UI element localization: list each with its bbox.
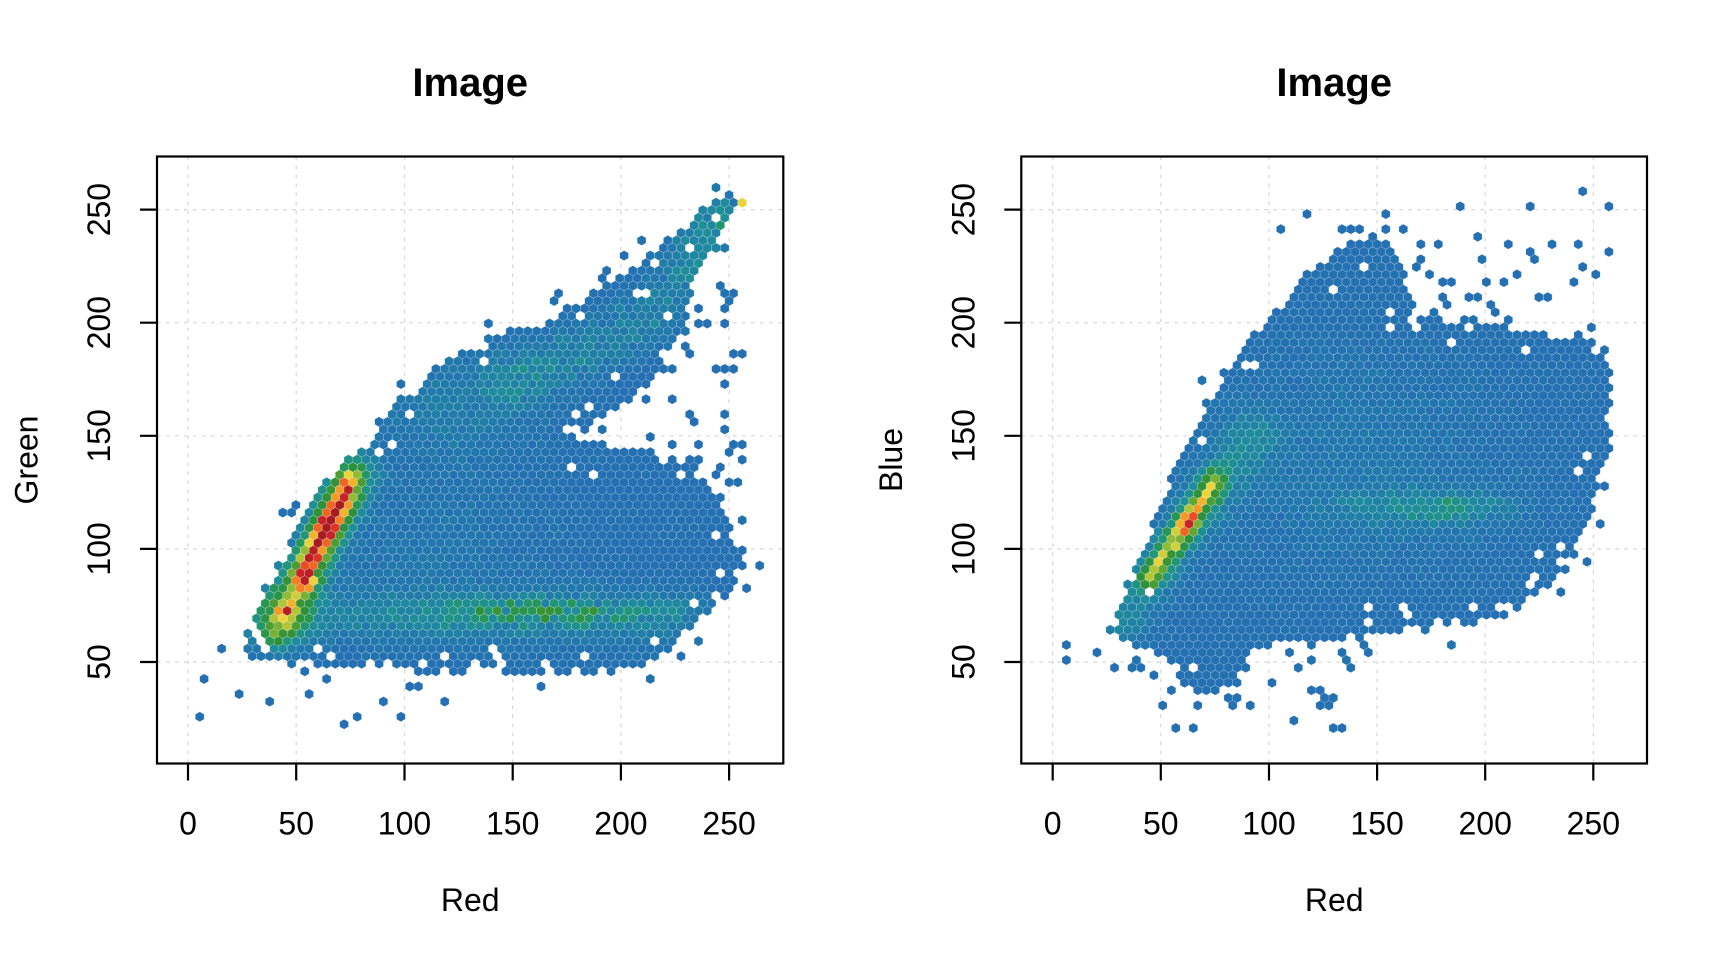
svg-text:Red: Red bbox=[1305, 882, 1364, 918]
svg-text:50: 50 bbox=[278, 806, 314, 842]
svg-text:100: 100 bbox=[378, 806, 431, 842]
svg-text:250: 250 bbox=[945, 183, 981, 236]
svg-text:150: 150 bbox=[945, 409, 981, 462]
svg-text:250: 250 bbox=[1567, 806, 1620, 842]
svg-text:Image: Image bbox=[1276, 61, 1392, 105]
svg-text:100: 100 bbox=[1242, 806, 1295, 842]
svg-text:Blue: Blue bbox=[873, 428, 909, 492]
svg-text:Image: Image bbox=[412, 61, 528, 105]
svg-text:200: 200 bbox=[1459, 806, 1512, 842]
svg-text:0: 0 bbox=[179, 806, 197, 842]
svg-text:200: 200 bbox=[81, 296, 117, 349]
svg-text:Green: Green bbox=[9, 416, 45, 505]
svg-text:50: 50 bbox=[945, 644, 981, 680]
svg-text:250: 250 bbox=[702, 806, 755, 842]
svg-text:150: 150 bbox=[1350, 806, 1403, 842]
svg-text:50: 50 bbox=[1143, 806, 1179, 842]
svg-text:200: 200 bbox=[945, 296, 981, 349]
svg-text:Red: Red bbox=[441, 882, 500, 918]
svg-text:100: 100 bbox=[945, 522, 981, 575]
svg-text:100: 100 bbox=[81, 522, 117, 575]
svg-text:0: 0 bbox=[1044, 806, 1062, 842]
svg-text:150: 150 bbox=[486, 806, 539, 842]
svg-text:200: 200 bbox=[594, 806, 647, 842]
svg-text:150: 150 bbox=[81, 409, 117, 462]
svg-text:50: 50 bbox=[81, 644, 117, 680]
svg-text:250: 250 bbox=[81, 183, 117, 236]
